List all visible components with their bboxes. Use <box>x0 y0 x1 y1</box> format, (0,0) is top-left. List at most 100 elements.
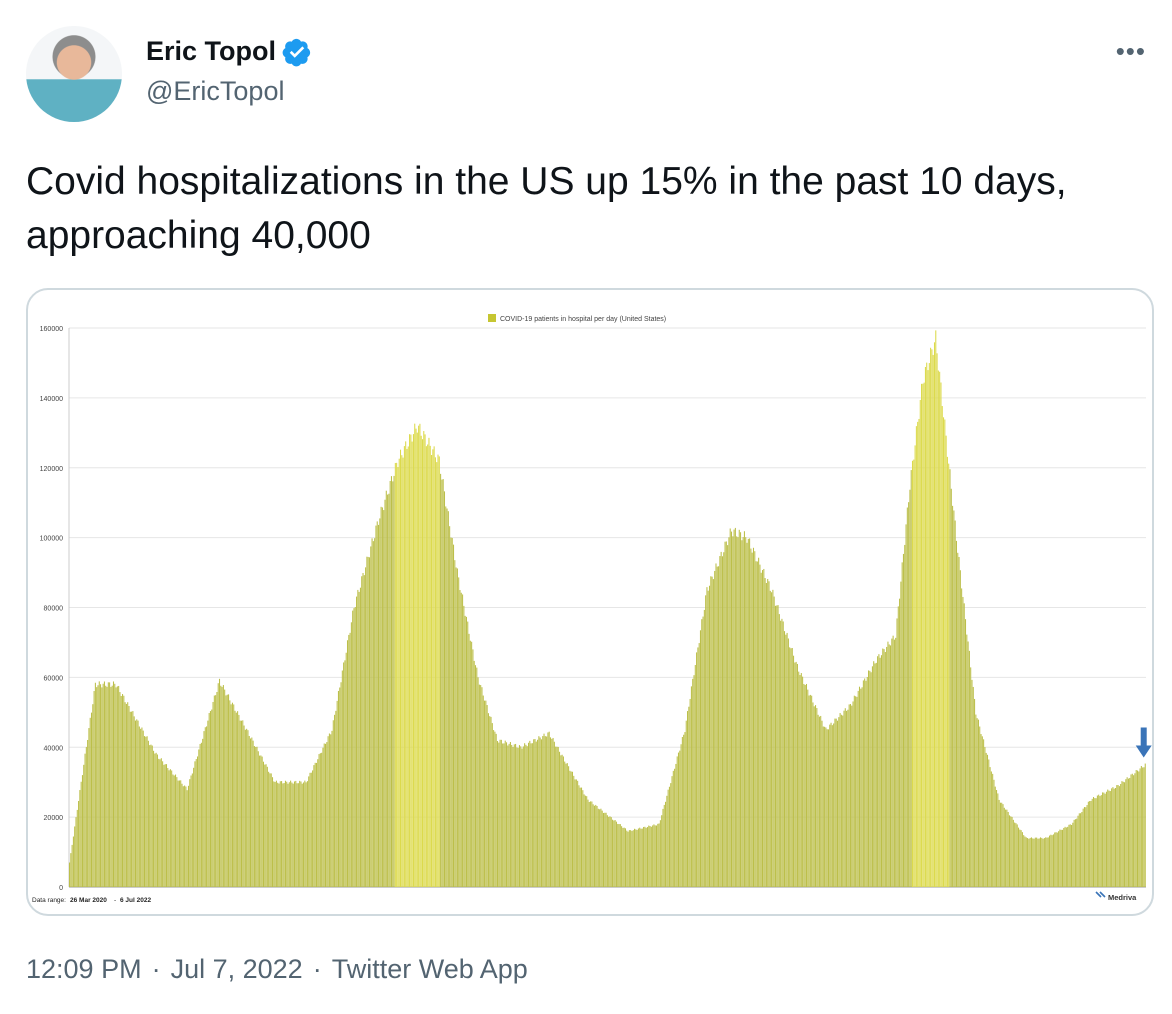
bar <box>103 681 105 887</box>
bar <box>549 737 552 887</box>
bar <box>738 529 740 887</box>
bar <box>600 808 602 887</box>
bar <box>711 576 713 887</box>
bar <box>467 621 469 887</box>
bar <box>804 684 806 887</box>
bar <box>96 687 98 887</box>
bar <box>794 662 796 887</box>
bar <box>1144 763 1146 887</box>
bar <box>879 657 881 887</box>
bar <box>474 665 477 887</box>
bar <box>1074 819 1076 887</box>
bar <box>668 786 670 887</box>
bar <box>165 764 168 887</box>
bar <box>648 825 650 887</box>
bar <box>958 557 960 887</box>
bar <box>703 609 705 887</box>
bar <box>525 744 527 887</box>
bar <box>1143 767 1145 887</box>
bar <box>76 809 78 887</box>
bar <box>477 677 479 887</box>
bar <box>857 690 859 887</box>
bar <box>330 734 332 887</box>
bar <box>781 618 783 887</box>
bar <box>180 780 182 887</box>
tweet-date[interactable]: Jul 7, 2022 <box>170 954 303 984</box>
bar <box>687 711 689 887</box>
bar <box>595 804 597 887</box>
bar <box>209 711 211 887</box>
bar <box>746 542 748 887</box>
bar <box>381 507 383 887</box>
bar <box>515 743 517 887</box>
bar <box>615 821 617 887</box>
bar <box>119 692 121 887</box>
bar <box>730 531 733 887</box>
tweet-source[interactable]: Twitter Web App <box>331 954 528 984</box>
bar <box>772 589 774 887</box>
bar <box>849 704 851 887</box>
bar <box>692 678 694 887</box>
bar <box>904 544 906 887</box>
bar <box>842 715 844 887</box>
bar <box>141 727 143 887</box>
more-horizontal-icon[interactable]: ••• <box>1115 36 1146 66</box>
legend-label: COVID-19 patients in hospital per day (U… <box>500 316 666 323</box>
bar <box>270 773 272 887</box>
bar <box>388 493 390 887</box>
tweet-time[interactable]: 12:09 PM <box>26 954 142 984</box>
bar <box>283 783 285 887</box>
bar <box>195 759 197 887</box>
tweet-text: Covid hospitalizations in the US up 15% … <box>26 160 1067 257</box>
author-name[interactable]: Eric Topol <box>146 36 277 66</box>
bar <box>855 696 857 887</box>
bar <box>745 537 747 887</box>
bar <box>265 764 267 887</box>
bar <box>570 771 572 887</box>
bar <box>918 418 920 887</box>
bar <box>732 536 734 887</box>
bar <box>393 475 395 887</box>
bar <box>955 540 957 887</box>
bar <box>754 551 756 887</box>
bar <box>980 734 982 887</box>
bar <box>750 548 752 887</box>
bar <box>522 746 524 887</box>
bar <box>406 448 408 887</box>
bar <box>279 781 281 887</box>
bar <box>822 726 824 887</box>
bar <box>844 708 846 887</box>
bar <box>733 529 735 887</box>
bar <box>568 766 570 887</box>
bar <box>401 455 403 887</box>
bar <box>659 820 661 887</box>
bar <box>186 790 188 887</box>
bar <box>542 736 544 887</box>
bar <box>1089 801 1091 887</box>
bar <box>931 349 933 888</box>
bar <box>1114 788 1117 887</box>
data-range-start: 26 Mar 2020 <box>70 897 107 904</box>
bar <box>78 800 80 887</box>
meta-separator: · <box>312 954 322 984</box>
bar <box>712 579 714 887</box>
tweet-media-chart[interactable]: 0 20000 40000 60000 80000 100000 120000 140000 1… <box>26 288 1154 916</box>
bar <box>407 446 409 887</box>
bar <box>120 695 122 887</box>
bar <box>450 537 452 887</box>
bar <box>866 677 868 887</box>
bar <box>321 752 323 887</box>
bar <box>124 702 126 887</box>
bar <box>959 570 961 887</box>
bar <box>891 638 893 887</box>
bar <box>983 739 985 887</box>
bar <box>702 616 704 887</box>
author-handle[interactable]: @EricTopol <box>146 76 285 106</box>
bar <box>737 537 739 887</box>
bar <box>264 764 266 887</box>
bar <box>848 704 850 887</box>
bar <box>506 742 508 887</box>
bar <box>948 463 950 887</box>
avatar[interactable] <box>26 26 122 122</box>
bar <box>208 713 210 887</box>
